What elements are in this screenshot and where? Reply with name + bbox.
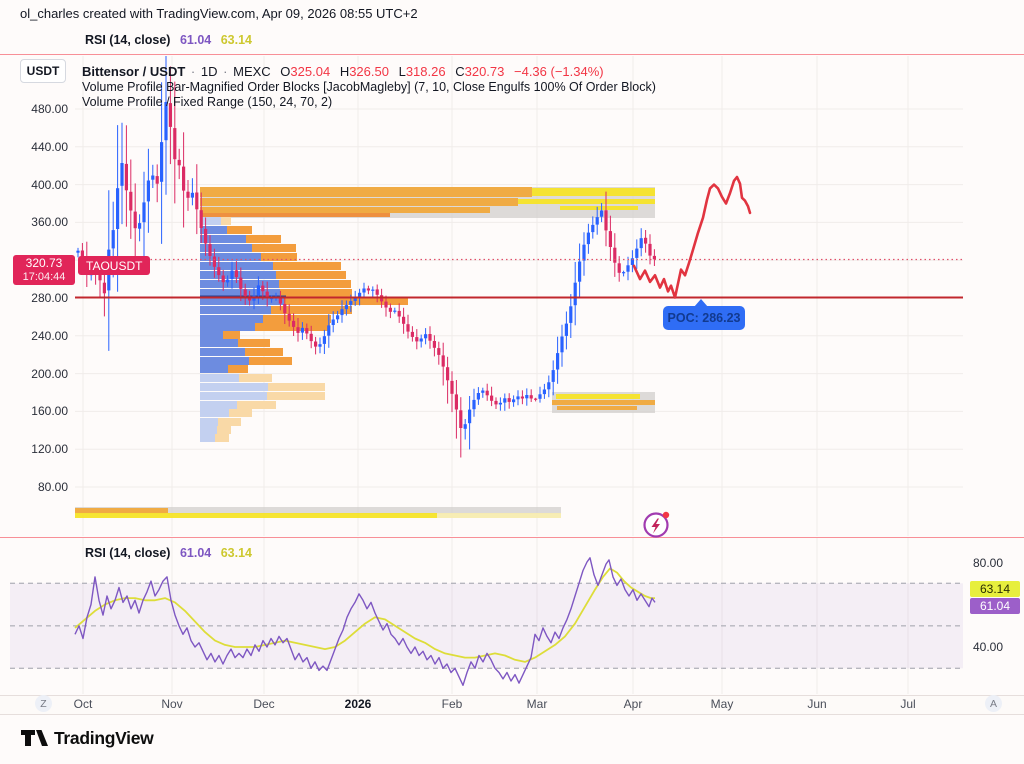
tradingview-logo-text: TradingView bbox=[54, 727, 154, 748]
close-key: C bbox=[455, 64, 465, 79]
auto-scale-button[interactable]: A bbox=[985, 695, 1002, 712]
indicator-legend-order-blocks[interactable]: Volume Profile Bar-Magnified Order Block… bbox=[82, 80, 656, 94]
low-value: 318.26 bbox=[405, 64, 446, 79]
pane-separator-top[interactable] bbox=[0, 54, 1024, 55]
legend-dot: · bbox=[190, 64, 196, 79]
exchange-label: MEXC bbox=[233, 64, 271, 79]
rsi-value: 61.04 bbox=[179, 546, 212, 560]
price-tick-label: 160.00 bbox=[31, 404, 68, 419]
price-tick-label: 240.00 bbox=[31, 328, 68, 343]
rsi-value-badge: 61.04 bbox=[970, 598, 1020, 614]
last-price-value: 320.73 bbox=[25, 256, 63, 270]
symbol-name: Bittensor / USDT bbox=[82, 64, 186, 79]
price-tick-label: 440.00 bbox=[31, 139, 68, 154]
open-value: 325.04 bbox=[290, 64, 331, 79]
high-value: 326.50 bbox=[349, 64, 389, 79]
time-axis-month-label: Nov bbox=[161, 697, 183, 711]
time-axis[interactable] bbox=[0, 695, 1024, 715]
time-axis-month-label: Apr bbox=[623, 697, 643, 711]
price-tick-label: 120.00 bbox=[31, 442, 68, 457]
pane-separator-rsi[interactable] bbox=[0, 537, 1024, 538]
bar-countdown: 17:04:44 bbox=[22, 271, 66, 283]
currency-unit-button[interactable]: USDT bbox=[20, 59, 66, 83]
price-tick-label: 200.00 bbox=[31, 366, 68, 381]
price-tick-label: 80.00 bbox=[37, 480, 68, 494]
time-axis-month-label: Mar bbox=[526, 697, 548, 711]
open-key: O bbox=[280, 64, 291, 79]
rsi-legend-title: RSI (14, close) bbox=[85, 546, 171, 560]
interval-label: 1D bbox=[200, 64, 218, 79]
symbol-legend[interactable]: Bittensor / USDT · 1D · MEXC O325.04 H32… bbox=[82, 64, 604, 79]
time-axis-month-label: Oct bbox=[73, 697, 93, 711]
tradingview-logo-icon bbox=[21, 730, 48, 746]
time-axis-month-label: May bbox=[710, 697, 734, 711]
high-key: H bbox=[339, 64, 350, 79]
top-rsi-legend[interactable]: RSI (14, close) 61.04 63.14 bbox=[85, 33, 252, 47]
time-axis-month-label: Dec bbox=[253, 697, 275, 711]
price-tick-label: 400.00 bbox=[31, 177, 68, 192]
indicator-legend-volume-profile[interactable]: Volume Profile / Fixed Range (150, 24, 7… bbox=[82, 95, 333, 109]
flash-boost-icon[interactable] bbox=[640, 509, 674, 541]
legend-dot2: · bbox=[223, 64, 228, 79]
rsi-ma-badge: 63.14 bbox=[970, 581, 1020, 597]
change-value: −4.36 (−1.34%) bbox=[514, 64, 604, 79]
rsi-axis-80: 80.00 bbox=[973, 556, 1004, 570]
top-rsi-legend-title: RSI (14, close) bbox=[85, 33, 171, 47]
poc-tooltip: POC: 286.23 bbox=[663, 306, 745, 330]
price-tick-label: 280.00 bbox=[31, 291, 68, 305]
rsi-pane-legend[interactable]: RSI (14, close) 61.04 63.14 bbox=[85, 546, 252, 560]
rsi-ma-value: 63.14 bbox=[220, 546, 252, 560]
time-axis-month-label: Jun bbox=[807, 697, 827, 711]
watermark-text: ol_charles created with TradingView.com,… bbox=[20, 6, 418, 21]
timezone-button[interactable]: Z bbox=[35, 695, 52, 712]
top-rsi-value: 61.04 bbox=[179, 33, 212, 47]
close-value: 320.73 bbox=[464, 64, 505, 79]
time-axis-month-label: Jul bbox=[900, 697, 916, 711]
price-tick-label: 360.00 bbox=[31, 215, 68, 230]
price-tick-label: 480.00 bbox=[31, 102, 68, 116]
rsi-axis-40: 40.00 bbox=[973, 640, 1004, 654]
time-axis-month-label: Feb bbox=[441, 697, 463, 711]
time-axis-month-label: 2026 bbox=[344, 697, 372, 711]
poc-tooltip-arrow bbox=[694, 299, 708, 307]
last-price-badge: 320.73 17:04:44 bbox=[13, 255, 75, 285]
tradingview-logo[interactable]: TradingView bbox=[20, 726, 154, 750]
symbol-price-label: TAOUSDT bbox=[78, 256, 151, 275]
top-rsi-ma-value: 63.14 bbox=[220, 33, 252, 47]
low-key: L bbox=[398, 64, 406, 79]
